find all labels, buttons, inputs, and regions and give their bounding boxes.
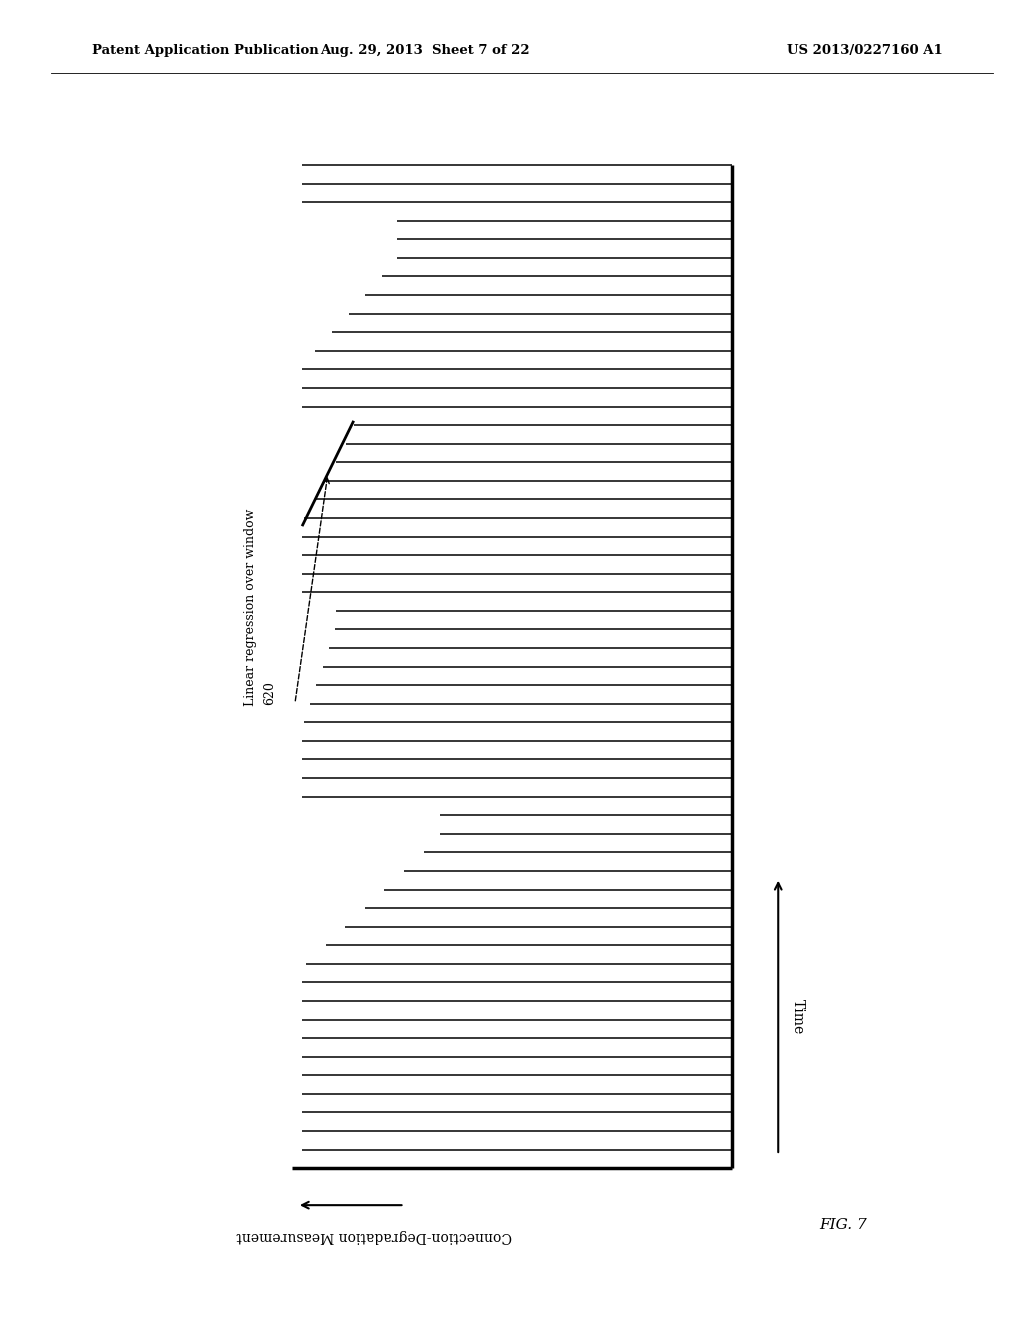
Text: Time: Time: [791, 999, 805, 1034]
Text: 620: 620: [263, 681, 275, 705]
Text: Connection-Degradation Measurement: Connection-Degradation Measurement: [236, 1229, 512, 1243]
Text: US 2013/0227160 A1: US 2013/0227160 A1: [787, 44, 943, 57]
Text: Aug. 29, 2013  Sheet 7 of 22: Aug. 29, 2013 Sheet 7 of 22: [321, 44, 529, 57]
Text: Patent Application Publication: Patent Application Publication: [92, 44, 318, 57]
Text: FIG. 7: FIG. 7: [819, 1218, 867, 1232]
Text: Linear regression over window: Linear regression over window: [245, 508, 257, 706]
